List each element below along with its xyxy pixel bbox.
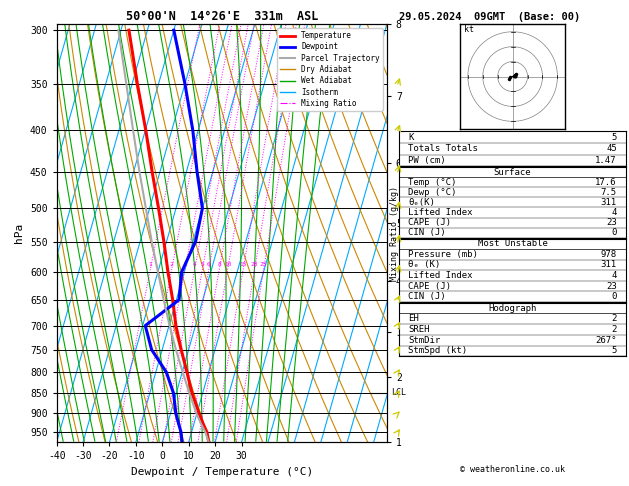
Text: 5: 5 [611,347,617,355]
Text: 1.47: 1.47 [595,156,617,165]
Text: 267°: 267° [595,336,617,345]
Text: CIN (J): CIN (J) [408,292,446,301]
Text: 23: 23 [606,218,617,227]
Text: 20: 20 [251,262,259,267]
Text: LCL: LCL [391,388,406,397]
Text: 4: 4 [611,271,617,280]
Text: 23: 23 [606,281,617,291]
Y-axis label: km
ASL: km ASL [404,225,426,242]
Text: Mixing Ratio (g/kg): Mixing Ratio (g/kg) [390,186,399,281]
Text: Temp (°C): Temp (°C) [408,178,457,187]
Text: 1: 1 [148,262,152,267]
Text: 8: 8 [218,262,221,267]
Text: 0: 0 [611,292,617,301]
Text: kt: kt [464,25,474,34]
Text: 17.6: 17.6 [595,178,617,187]
Text: 4: 4 [611,208,617,217]
Text: 5: 5 [611,133,617,141]
Text: StmDir: StmDir [408,336,441,345]
Text: CIN (J): CIN (J) [408,228,446,237]
Text: 15: 15 [240,262,247,267]
Legend: Temperature, Dewpoint, Parcel Trajectory, Dry Adiabat, Wet Adiabat, Isotherm, Mi: Temperature, Dewpoint, Parcel Trajectory… [277,28,383,111]
Text: 0: 0 [611,228,617,237]
Text: 45: 45 [606,144,617,153]
Text: 25: 25 [260,262,267,267]
Text: 7.5: 7.5 [601,188,617,197]
Text: 311: 311 [601,198,617,207]
Text: Hodograph: Hodograph [489,304,537,312]
Text: EH: EH [408,314,419,323]
Text: 10: 10 [224,262,231,267]
Title: 50°00'N  14°26'E  331m  ASL: 50°00'N 14°26'E 331m ASL [126,10,318,23]
Text: 2: 2 [611,325,617,334]
Text: SREH: SREH [408,325,430,334]
Text: 5: 5 [201,262,204,267]
Text: 29.05.2024  09GMT  (Base: 00): 29.05.2024 09GMT (Base: 00) [399,12,581,22]
Text: StmSpd (kt): StmSpd (kt) [408,347,467,355]
X-axis label: Dewpoint / Temperature (°C): Dewpoint / Temperature (°C) [131,467,313,477]
Text: CAPE (J): CAPE (J) [408,218,452,227]
Text: Surface: Surface [494,168,532,177]
Text: 4: 4 [193,262,197,267]
Text: CAPE (J): CAPE (J) [408,281,452,291]
Text: 978: 978 [601,250,617,259]
Text: Pressure (mb): Pressure (mb) [408,250,478,259]
Y-axis label: hPa: hPa [14,223,25,243]
Text: © weatheronline.co.uk: © weatheronline.co.uk [460,465,565,474]
Text: θₑ (K): θₑ (K) [408,260,441,269]
Text: 6: 6 [207,262,211,267]
Text: PW (cm): PW (cm) [408,156,446,165]
Text: Lifted Index: Lifted Index [408,208,473,217]
Text: 3: 3 [183,262,187,267]
Text: Totals Totals: Totals Totals [408,144,478,153]
Text: Most Unstable: Most Unstable [477,240,548,248]
Text: Dewp (°C): Dewp (°C) [408,188,457,197]
Text: K: K [408,133,414,141]
Text: 2: 2 [170,262,174,267]
Text: 2: 2 [611,314,617,323]
Text: θₑ(K): θₑ(K) [408,198,435,207]
Text: Lifted Index: Lifted Index [408,271,473,280]
Text: 311: 311 [601,260,617,269]
